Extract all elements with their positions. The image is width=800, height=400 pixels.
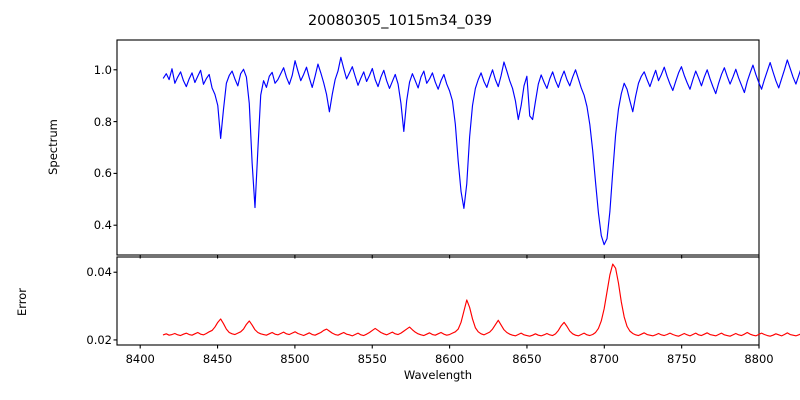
ytick-label-error-0.04: 0.04 (86, 265, 112, 280)
xtick-label-8750: 8750 (667, 352, 697, 366)
x-axis-label: Wavelength (403, 368, 473, 382)
ytick-label-spectrum-0.8: 0.8 (93, 114, 112, 129)
ytick-label-error-0.02: 0.02 (86, 332, 112, 347)
xtick-label-8800: 8800 (744, 352, 774, 366)
axes-frames (116, 39, 760, 346)
xtick-label-8500: 8500 (280, 352, 310, 366)
xtick-label-8550: 8550 (357, 352, 387, 366)
ytick-label-spectrum-0.4: 0.4 (93, 218, 112, 233)
axis-ticks (113, 69, 760, 349)
xtick-label-8650: 8650 (512, 352, 542, 366)
spectrum-line (162, 56, 800, 246)
xtick-label-8400: 8400 (125, 352, 155, 366)
ytick-label-spectrum-0.6: 0.6 (93, 166, 112, 181)
page-title: 20080305_1015m34_039 (307, 13, 493, 29)
xtick-label-8600: 8600 (434, 352, 465, 366)
error-line (162, 263, 800, 337)
xtick-label-8450: 8450 (202, 352, 233, 366)
xtick-label-8700: 8700 (589, 352, 619, 366)
data-series-group (162, 56, 800, 337)
ytick-label-spectrum-1.0: 1.0 (93, 62, 112, 77)
